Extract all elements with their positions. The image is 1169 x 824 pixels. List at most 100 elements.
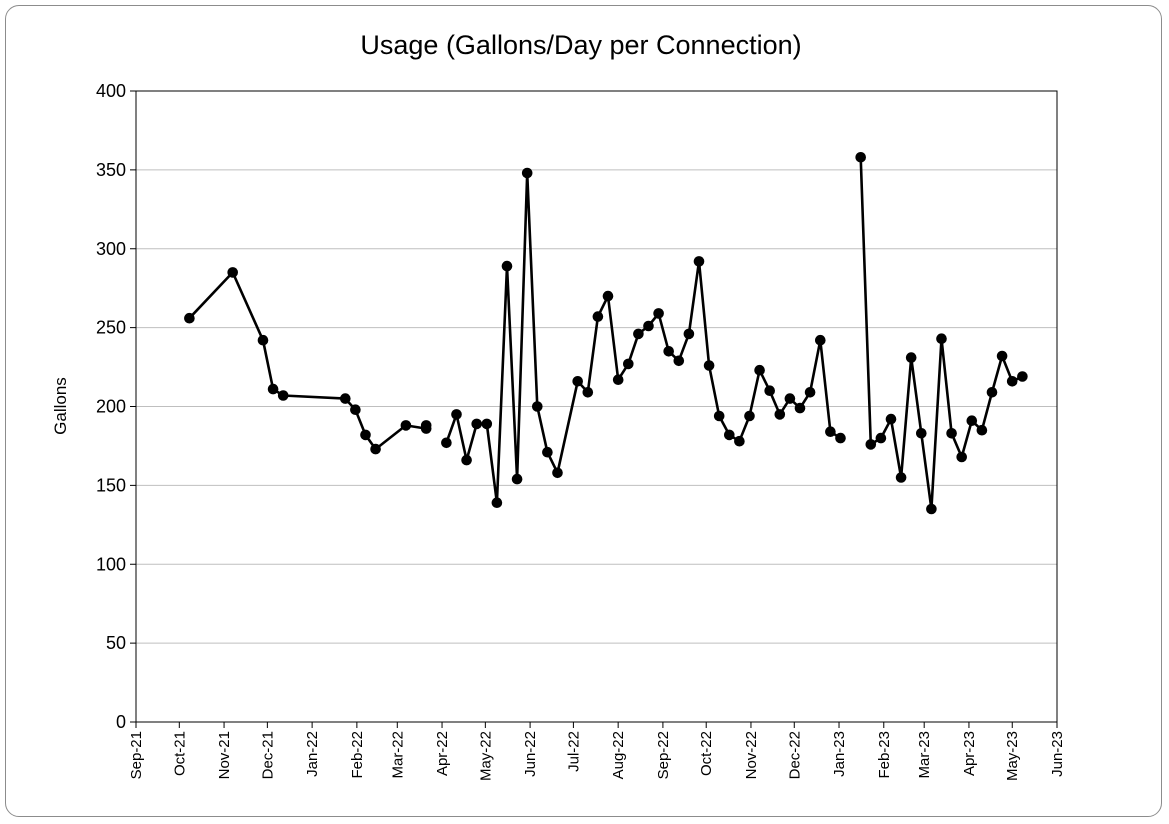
data-point	[582, 387, 594, 398]
data-point	[623, 358, 634, 370]
data-point	[653, 308, 664, 319]
x-tick-label: Jun-23	[1049, 731, 1066, 777]
series-line-segment	[859, 157, 1023, 511]
data-point	[491, 497, 503, 509]
y-tick-label: 0	[116, 712, 126, 732]
data-point	[257, 334, 269, 346]
data-point	[855, 152, 866, 163]
x-tick-label: Nov-22	[743, 731, 760, 779]
series-line-segment	[445, 171, 842, 505]
data-point	[734, 435, 745, 447]
x-tick-label: Jun-22	[522, 731, 539, 777]
x-tick-label: May-23	[1004, 731, 1021, 781]
data-point	[703, 360, 715, 371]
data-point	[986, 387, 998, 398]
data-point	[1017, 371, 1028, 382]
data-point	[267, 383, 279, 395]
data-point	[340, 393, 351, 404]
data-point	[784, 393, 796, 404]
data-point	[370, 443, 381, 455]
data-point	[420, 420, 432, 431]
y-tick-label: 200	[96, 397, 126, 417]
data-point	[602, 290, 614, 302]
chart-frame	[5, 5, 1162, 817]
x-axis: Sep-21 Oct-21 Nov-21 Dec-21 Jan-22 Feb-22 Mar-…	[128, 722, 1066, 781]
x-tick-label: Feb-22	[349, 731, 366, 779]
series-line-segment	[188, 271, 427, 451]
x-tick-label: Jan-23	[831, 731, 848, 777]
x-tick-label: May-22	[477, 731, 494, 781]
chart-title: Usage (Gallons/Day per Connection)	[360, 30, 801, 60]
data-point	[612, 374, 624, 386]
data-point	[976, 424, 988, 436]
x-tick-label: Jul-22	[565, 731, 582, 772]
data-point	[542, 446, 553, 458]
x-tick-label: Oct-22	[698, 731, 715, 776]
y-axis-label: Gallons	[51, 377, 70, 435]
x-tick-label: Oct-21	[171, 731, 188, 776]
data-point	[693, 256, 705, 267]
data-point	[865, 439, 877, 450]
data-point	[916, 428, 927, 439]
data-point	[360, 429, 371, 441]
data-point	[905, 352, 917, 363]
data-point	[400, 420, 412, 431]
data-point	[764, 385, 775, 397]
y-tick-label: 250	[96, 318, 126, 338]
x-tick-label: Sep-21	[128, 731, 145, 779]
gridlines	[136, 90, 1057, 644]
data-point	[956, 451, 967, 463]
data-point	[1006, 376, 1018, 387]
series	[184, 152, 1028, 515]
data-point	[451, 409, 462, 420]
data-point	[713, 410, 725, 422]
data-point	[471, 418, 483, 430]
data-point	[673, 355, 685, 367]
data-point	[501, 260, 513, 272]
data-point	[643, 320, 654, 332]
y-axis: 0 50 100 150 200 250 300 350 400	[96, 81, 136, 732]
x-tick-label: Dec-21	[259, 731, 276, 779]
data-point	[532, 401, 543, 412]
data-point	[592, 311, 604, 322]
data-point	[552, 467, 563, 479]
data-point	[804, 387, 816, 398]
x-tick-label: Apr-23	[961, 731, 978, 776]
x-tick-label: Sep-22	[655, 731, 672, 779]
y-tick-label: 50	[106, 633, 126, 653]
data-point	[572, 376, 583, 387]
y-tick-label: 400	[96, 81, 126, 101]
y-tick-label: 150	[96, 475, 126, 495]
data-point	[511, 473, 523, 485]
y-tick-label: 350	[96, 160, 126, 180]
data-point	[744, 410, 755, 422]
x-tick-label: Feb-23	[876, 731, 893, 779]
data-point	[441, 437, 452, 449]
x-tick-label: Mar-23	[916, 731, 933, 779]
data-point	[815, 334, 826, 346]
data-point	[227, 267, 238, 278]
y-tick-label: 100	[96, 554, 126, 574]
data-point	[663, 346, 674, 357]
data-point	[875, 432, 887, 444]
data-point	[926, 503, 937, 515]
data-point	[481, 418, 493, 430]
x-tick-label: Dec-22	[786, 731, 803, 779]
data-point	[996, 350, 1008, 362]
x-tick-label: Jan-22	[304, 731, 321, 777]
x-tick-label: Mar-22	[389, 731, 406, 779]
data-point	[774, 409, 786, 420]
y-tick-label: 300	[96, 239, 126, 259]
x-tick-label: Aug-22	[610, 731, 627, 779]
data-point	[895, 472, 907, 483]
data-point	[521, 167, 533, 179]
data-point	[794, 402, 806, 414]
data-point	[825, 426, 836, 438]
data-point	[184, 312, 195, 324]
data-point	[683, 328, 695, 340]
data-point	[835, 432, 846, 444]
x-tick-label: Nov-21	[216, 731, 233, 779]
data-point	[350, 404, 361, 416]
data-point	[936, 333, 947, 345]
